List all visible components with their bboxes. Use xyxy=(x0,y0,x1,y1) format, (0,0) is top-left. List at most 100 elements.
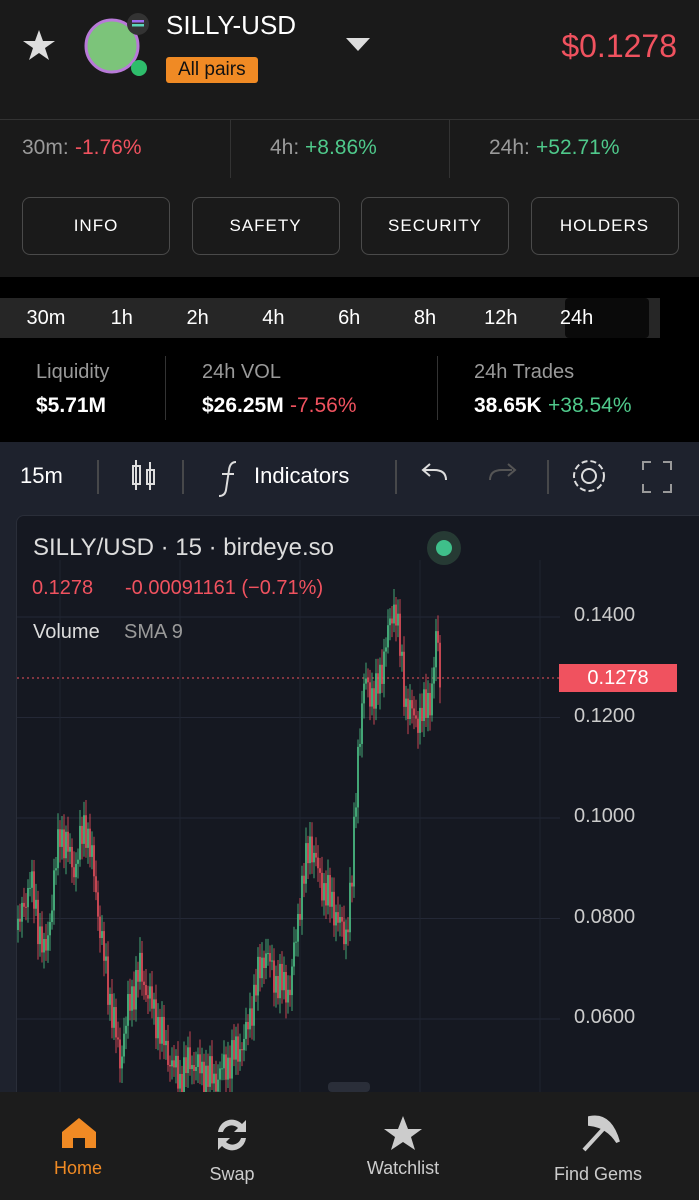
scroll-handle xyxy=(328,1082,370,1092)
timeframe[interactable]: 1h xyxy=(110,306,133,329)
timeframe-selected xyxy=(565,298,649,338)
candle-body xyxy=(435,631,437,668)
candle-body xyxy=(433,667,435,684)
candle-body xyxy=(355,807,357,817)
candle-body xyxy=(221,1068,223,1070)
candle-body xyxy=(211,1056,213,1084)
candle-body xyxy=(239,1049,241,1062)
candle-body xyxy=(67,831,69,852)
star-icon[interactable] xyxy=(22,28,56,62)
candle-body xyxy=(219,1068,221,1080)
divider xyxy=(437,356,438,420)
candle-body xyxy=(29,887,31,889)
candle-body xyxy=(133,986,135,1010)
candle-body xyxy=(399,613,401,656)
candle-body xyxy=(213,1073,215,1084)
candle-body xyxy=(75,863,77,878)
sma-label: SMA 9 xyxy=(124,621,183,643)
candle-body xyxy=(241,1049,243,1051)
candle-body xyxy=(73,867,75,878)
candle-body xyxy=(63,829,65,859)
candle-body xyxy=(201,1061,203,1074)
tab-button[interactable]: HOLDERS xyxy=(530,197,679,255)
axis-label: 0.0800 xyxy=(574,905,636,928)
candle-body xyxy=(209,1056,211,1087)
candle-body xyxy=(339,917,341,923)
dropdown-icon[interactable] xyxy=(346,38,370,52)
candle-body xyxy=(271,960,273,962)
candle-body xyxy=(31,871,33,888)
candle-body xyxy=(49,922,51,936)
candle-body xyxy=(217,1079,219,1092)
candle-body xyxy=(165,1040,167,1046)
timeframe[interactable]: 8h xyxy=(413,306,437,329)
candle-body xyxy=(275,976,277,993)
candle-body xyxy=(327,875,329,906)
candle-body xyxy=(419,707,421,733)
timeframe[interactable]: 30m xyxy=(26,306,66,329)
candle-body xyxy=(345,929,347,945)
nav-icons xyxy=(62,1115,620,1152)
candle-body xyxy=(37,899,39,945)
candle-body xyxy=(17,918,19,930)
candle-body xyxy=(177,1055,179,1089)
candle-body xyxy=(341,917,343,922)
candle-body xyxy=(187,1047,189,1074)
candle-body xyxy=(47,935,49,951)
candle-body xyxy=(231,1040,233,1079)
timeframe[interactable]: 24h xyxy=(559,306,594,329)
timeframe[interactable]: 4h xyxy=(262,306,285,329)
timeframe[interactable]: 6h xyxy=(338,306,361,329)
candle-body xyxy=(107,956,109,1005)
candle-body xyxy=(27,888,29,908)
candle-body xyxy=(325,883,327,906)
candle-body xyxy=(109,993,111,1005)
candle-body xyxy=(51,910,53,923)
divider xyxy=(449,120,450,178)
toolbar-icons xyxy=(97,460,672,497)
candle-body xyxy=(223,1054,225,1069)
candle-body xyxy=(203,1061,205,1092)
candle-body xyxy=(335,912,337,926)
candle-body xyxy=(309,836,311,864)
nav-item[interactable]: Home xyxy=(53,1158,102,1178)
indicators-button[interactable]: Indicators xyxy=(254,463,350,488)
tab-button[interactable]: INFO xyxy=(22,197,170,255)
candle-body xyxy=(413,708,415,716)
candle-body xyxy=(167,1040,169,1065)
candle-body xyxy=(175,1055,177,1068)
candle-body xyxy=(279,963,281,999)
nav-item[interactable]: Watchlist xyxy=(366,1158,440,1178)
candle-body xyxy=(349,882,351,933)
candle-body xyxy=(437,631,439,643)
candle-body xyxy=(123,1033,125,1057)
candle-body xyxy=(85,815,87,848)
nav-item[interactable]: Swap xyxy=(209,1164,255,1184)
candle-body xyxy=(19,918,21,922)
candle-body xyxy=(389,618,391,626)
timeframe[interactable]: 2h xyxy=(186,306,209,329)
timeframe-bar xyxy=(0,298,660,338)
candle-body xyxy=(253,984,255,1026)
pair-name: SILLY-USD xyxy=(166,10,297,40)
current-price-label: 0.1278 xyxy=(559,664,677,692)
candle-body xyxy=(305,843,307,884)
candle-body xyxy=(139,952,141,982)
timeframe[interactable]: 12h xyxy=(484,306,518,329)
candle-body xyxy=(135,970,137,1010)
candle-body xyxy=(379,664,381,694)
volume-label: Volume xyxy=(33,621,100,643)
candle-body xyxy=(397,613,399,626)
candle-body xyxy=(259,956,261,979)
all-pairs-badge[interactable]: All pairs xyxy=(166,57,258,83)
candle-body xyxy=(43,939,45,953)
tab-button[interactable]: SAFETY xyxy=(191,197,340,255)
tab-button[interactable]: SECURITY xyxy=(361,197,509,255)
nav-item[interactable]: Find Gems xyxy=(553,1164,643,1184)
candle-body xyxy=(87,828,89,848)
candle-body xyxy=(245,1021,247,1039)
candle-body xyxy=(323,883,325,901)
interval[interactable]: 15m xyxy=(20,463,63,488)
axis-label: 0.1200 xyxy=(574,704,636,727)
